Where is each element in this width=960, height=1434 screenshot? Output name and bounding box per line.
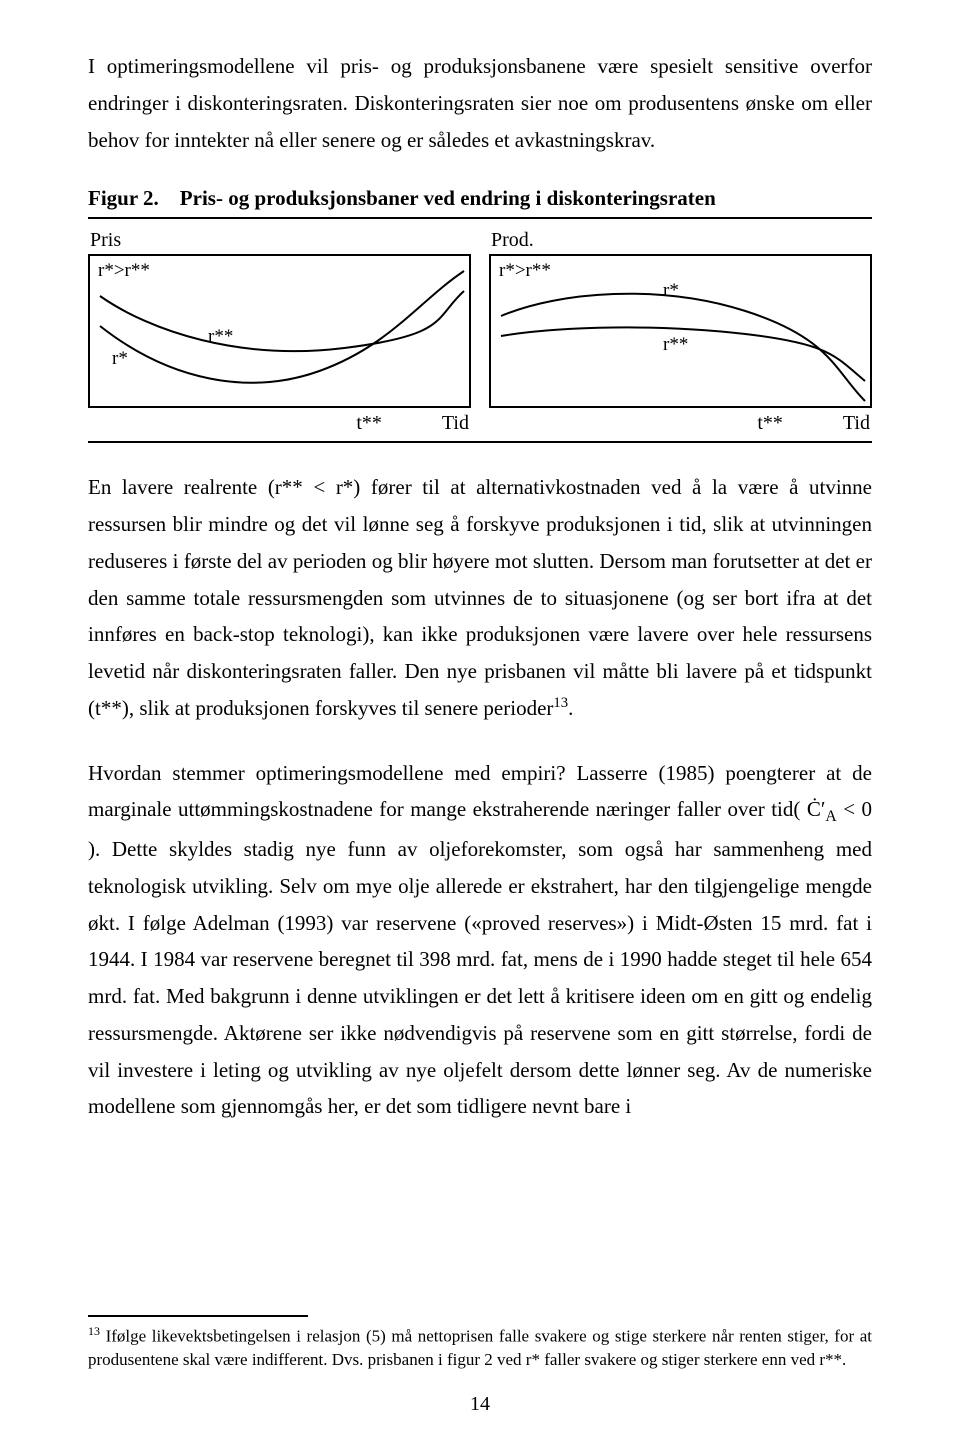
xaxis-row: t** Tid t** Tid: [88, 412, 872, 435]
footnote-rule: [88, 1315, 308, 1317]
xaxis-left: t** Tid: [88, 412, 471, 435]
xaxis-tid-left: Tid: [442, 412, 469, 435]
charts-row: Pris r*>r** r* r** Prod. r*>r** r*: [88, 229, 872, 408]
label-cond-right: r*>r**: [499, 260, 551, 282]
label-rstar-left: r*: [112, 348, 128, 370]
figure-caption: Figur 2. Pris- og produksjonsbaner ved e…: [88, 186, 872, 211]
label-rstar-right: r*: [663, 280, 679, 302]
xaxis-tstar-left: t**: [356, 412, 382, 435]
paragraph-2: En lavere realrente (r** < r*) fører til…: [88, 469, 872, 726]
label-cond-left: r*>r**: [98, 260, 150, 282]
chart-right-box: r*>r** r* r**: [489, 254, 872, 408]
curve-rstarstar-left: [100, 291, 464, 351]
page: I optimeringsmodellene vil pris- og prod…: [0, 0, 960, 1434]
figure-title: Pris- og produksjonsbaner ved endring i …: [180, 186, 716, 210]
page-number: 14: [0, 1393, 960, 1416]
footnote-13: 13 Ifølge likevektsbetingelsen i relasjo…: [88, 1323, 872, 1372]
figure-bottom-rule: [88, 441, 872, 443]
chart-right: Prod. r*>r** r* r**: [489, 229, 872, 408]
label-rstarstar-left: r**: [208, 326, 233, 348]
curve-rstar-left: [100, 271, 464, 383]
chart-left-ytitle: Pris: [90, 229, 471, 252]
xaxis-right: t** Tid: [489, 412, 872, 435]
paragraph-3: Hvordan stemmer optimeringsmodellene med…: [88, 755, 872, 1126]
figure-number: Figur 2.: [88, 186, 159, 210]
chart-right-ytitle: Prod.: [491, 229, 872, 252]
figure-top-rule: [88, 217, 872, 219]
xaxis-tid-right: Tid: [843, 412, 870, 435]
label-rstarstar-right: r**: [663, 334, 688, 356]
paragraph-1: I optimeringsmodellene vil pris- og prod…: [88, 48, 872, 158]
chart-left: Pris r*>r** r* r**: [88, 229, 471, 408]
xaxis-tstar-right: t**: [757, 412, 783, 435]
chart-left-box: r*>r** r* r**: [88, 254, 471, 408]
